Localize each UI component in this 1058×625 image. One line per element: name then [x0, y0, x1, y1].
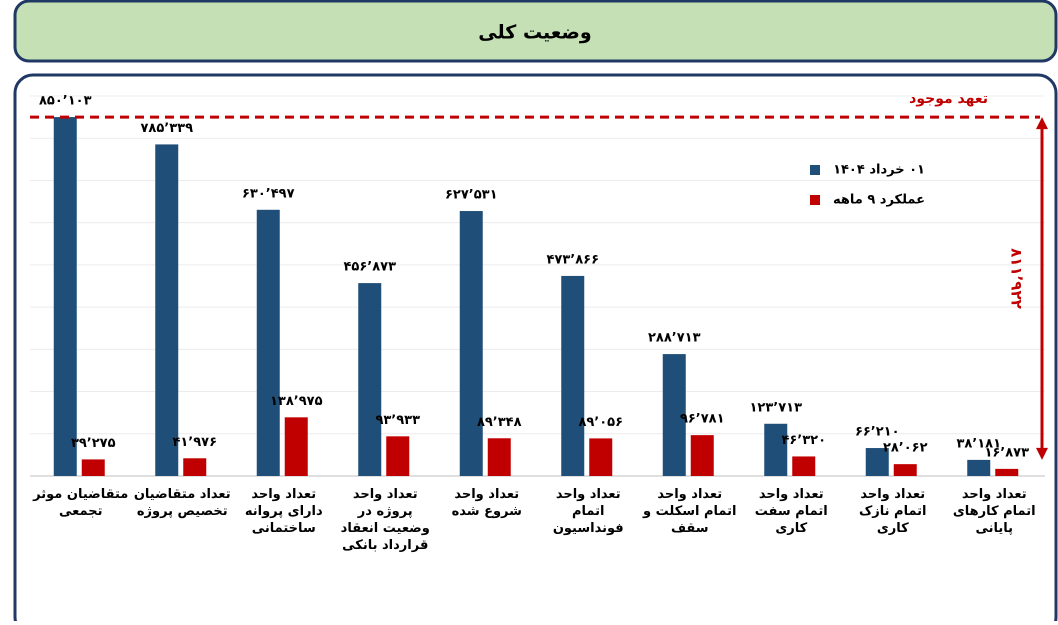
x-tick-label: تعداد واحد اتمام کارهای پایانی	[952, 487, 1036, 536]
value-label: ۸۵۰٬۱۰۳	[39, 94, 92, 109]
x-tick-label: تعداد واحد اتمام سفت کاری	[754, 487, 828, 536]
x-tick-label-box: تعداد واحد پروژه در وضعیت انعقاد قرارداد…	[340, 487, 430, 553]
legend-label: عملکرد ۹ ماهه	[833, 193, 925, 208]
x-tick-label: تعداد واحد اتمام اسکلت و سقف	[643, 487, 737, 536]
bar	[589, 438, 613, 476]
value-label: ۸۹٬۰۵۶	[578, 415, 623, 430]
value-label: ۱۳۸٬۹۷۵	[270, 394, 323, 409]
bar	[459, 211, 483, 476]
x-tick-label-box: تعداد واحد اتمام سفت کاری	[754, 487, 828, 536]
x-tick-label: تعداد متقاضیان تخصیص پروژه	[133, 487, 231, 519]
x-tick-label: تعداد واحد شروع شده	[451, 487, 522, 519]
x-tick-label-box: تعداد واحد شروع شده	[451, 487, 522, 519]
x-tick-label-box: تعداد واحد اتمام نازک کاری	[858, 487, 927, 536]
value-label: ۴۵۶٬۸۷۳	[343, 260, 396, 275]
legend-label: ۰۱ خرداد ۱۴۰۴	[833, 163, 925, 178]
bar	[865, 448, 889, 476]
legend-swatch	[810, 165, 820, 175]
value-label: ۹۳٬۹۳۳	[375, 413, 420, 428]
value-label: ۲۸٬۰۶۲	[883, 441, 928, 456]
bar	[183, 458, 207, 476]
plot: ۸۵۰٬۱۰۳ ۷۸۵٬۳۳۹ ۶۳۰٬۴۹۷ ۴۵۶٬۸۷۳ ۶۲۷٬۵۳۱ ۴۷۳٬۸…	[30, 91, 1048, 553]
gap-label: ۸۱۱٬۹۲۲	[1008, 248, 1026, 309]
bar	[358, 283, 382, 476]
x-tick-label: تعداد واحد پروژه در وضعیت انعقاد قرارداد…	[340, 487, 430, 553]
header-title: وضعیت کلی	[478, 22, 591, 44]
x-tick-label-box: متقاضیان موثر تجمعی	[33, 487, 129, 519]
bar	[662, 354, 686, 476]
bar	[256, 209, 280, 476]
x-tick-label: تعداد واحد اتمام نازک کاری	[858, 487, 927, 536]
x-tick-label: تعداد واحد اتمام فونداسیون	[552, 487, 624, 536]
value-label: ۲۸۸٬۷۱۳	[648, 331, 701, 346]
header-box	[13, 0, 1058, 63]
value-label: ۸۹٬۳۴۸	[477, 415, 522, 430]
value-label: ۶۲۷٬۵۳۱	[445, 188, 498, 203]
legend-swatch	[810, 195, 820, 205]
x-tick-label-box: تعداد واحد اتمام کارهای پایانی	[952, 487, 1036, 536]
value-label: ۳۸٬۱۸۱	[956, 436, 1001, 451]
x-tick-label-box: تعداد واحد دارای پروانه ساختمانی	[244, 487, 323, 536]
value-label: ۴۶٬۳۲۰	[781, 433, 826, 448]
bar	[995, 468, 1019, 476]
x-tick-label: متقاضیان موثر تجمعی	[33, 487, 129, 519]
x-tick-label-box: تعداد واحد اتمام اسکلت و سقف	[643, 487, 737, 536]
value-label: ۴۷۳٬۸۶۶	[546, 252, 599, 267]
value-label: ۴۱٬۹۷۶	[172, 435, 217, 450]
arrow-head	[1036, 117, 1048, 130]
x-tick-label-box: تعداد واحد اتمام فونداسیون	[552, 487, 624, 536]
value-label: ۹۶٬۷۸۱	[680, 412, 725, 427]
bar	[284, 417, 308, 476]
bar	[967, 459, 991, 476]
value-label: ۶۳۰٬۴۹۷	[242, 186, 295, 201]
bar	[81, 459, 105, 476]
bar	[487, 438, 511, 476]
value-label: ۳۹٬۲۷۵	[71, 436, 116, 451]
bar	[764, 423, 788, 476]
reference-label: تعهد موجود	[909, 91, 988, 107]
value-label: ۷۸۵٬۳۳۹	[140, 121, 193, 136]
bar	[53, 117, 77, 476]
value-label: ۱۲۳٬۷۱۳	[749, 400, 802, 415]
bar	[792, 456, 816, 476]
x-tick-label: تعداد واحد دارای پروانه ساختمانی	[244, 487, 323, 536]
arrow-head	[1036, 447, 1048, 460]
value-label: ۱۶٬۸۷۳	[984, 445, 1029, 460]
bar	[386, 436, 410, 476]
bar	[690, 435, 714, 476]
value-label: ۶۶٬۲۱۰	[855, 425, 900, 440]
bar	[155, 144, 179, 477]
x-tick-label-box: تعداد متقاضیان تخصیص پروژه	[133, 487, 231, 519]
bar	[893, 464, 917, 476]
bar	[561, 275, 585, 476]
